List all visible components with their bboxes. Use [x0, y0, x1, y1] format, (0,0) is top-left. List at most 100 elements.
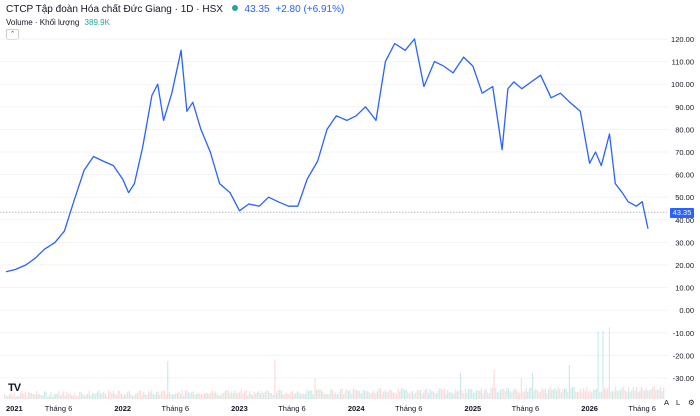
volume-bar	[429, 388, 431, 399]
volume-bar	[282, 394, 284, 399]
volume-bar	[240, 389, 242, 399]
volume-bar	[461, 390, 463, 399]
time-tick-label: 2024	[348, 404, 366, 413]
symbol-title[interactable]: CTCP Tập đoàn Hóa chất Đức Giang · 1D · …	[6, 4, 223, 15]
volume-bar	[426, 388, 428, 399]
volume-bar	[410, 391, 412, 399]
volume-bar	[495, 388, 497, 399]
log-scale-button[interactable]: L	[676, 398, 681, 407]
volume-bar	[284, 394, 286, 399]
volume-bar	[36, 391, 38, 399]
volume-bar	[271, 393, 273, 399]
volume-bar	[388, 391, 390, 399]
volume-bar	[527, 391, 529, 399]
volume-bar	[120, 393, 122, 399]
volume-bar	[581, 392, 583, 399]
volume-bar	[63, 391, 65, 399]
volume-bar	[8, 394, 10, 399]
volume-bar	[484, 389, 486, 399]
price-tick-label: -10.00	[673, 329, 694, 338]
volume-bar	[407, 391, 409, 399]
volume-bar	[632, 386, 634, 399]
volume-bar	[356, 389, 358, 399]
volume-bar	[301, 393, 303, 399]
volume-bar	[359, 390, 361, 399]
tradingview-logo-icon[interactable]: TV	[8, 382, 21, 394]
volume-bar	[533, 391, 535, 399]
volume-bar	[455, 389, 457, 399]
volume-bar	[328, 393, 330, 399]
volume-bar	[261, 390, 263, 399]
volume-bar	[200, 394, 202, 399]
volume-bar	[655, 389, 657, 399]
volume-bar	[528, 388, 530, 399]
price-tick-label: 0.00	[679, 306, 694, 315]
volume-legend[interactable]: Volume · Khối lượng 389.9K	[6, 18, 110, 27]
volume-bar	[90, 395, 92, 399]
volume-bar	[631, 390, 633, 399]
volume-bar	[66, 391, 68, 399]
volume-bar	[610, 391, 612, 399]
volume-bar	[130, 394, 132, 399]
volume-bar	[327, 394, 329, 399]
volume-bar	[404, 389, 406, 399]
price-tick-label: 100.00	[671, 80, 694, 89]
volume-bar	[285, 392, 287, 399]
volume-bar	[344, 390, 346, 399]
auto-scale-button[interactable]: A	[664, 398, 670, 407]
volume-bar	[589, 390, 591, 399]
volume-bar	[34, 394, 36, 399]
volume-bar	[138, 390, 140, 399]
volume-bar	[548, 389, 550, 399]
volume-bar	[300, 393, 302, 399]
volume-bar	[661, 391, 663, 399]
volume-bar	[252, 395, 254, 399]
volume-bar	[391, 390, 393, 399]
volume-bar	[624, 390, 626, 399]
volume-bar	[394, 392, 396, 399]
volume-bar	[653, 386, 655, 399]
volume-bar	[292, 390, 294, 399]
settings-gear-icon[interactable]: ⚙	[688, 398, 695, 407]
volume-bar	[128, 390, 130, 399]
volume-bar	[188, 391, 190, 399]
volume-bar	[173, 394, 175, 399]
volume-bar	[431, 391, 433, 399]
volume-bar	[82, 394, 84, 399]
price-tick-label: 10.00	[675, 284, 694, 293]
volume-bar	[197, 392, 199, 399]
volume-bar	[602, 330, 604, 399]
volume-bar	[402, 388, 404, 399]
volume-bar	[72, 395, 74, 399]
volume-bar	[111, 393, 113, 399]
volume-bar	[637, 391, 639, 399]
volume-bar	[221, 393, 223, 399]
volume-bar	[453, 393, 455, 399]
volume-bar	[276, 392, 278, 399]
volume-bar	[76, 395, 78, 399]
volume-bar	[365, 391, 367, 399]
volume-bar	[224, 390, 226, 399]
volume-bar	[316, 389, 318, 399]
volume-bar	[514, 388, 516, 399]
volume-bar	[584, 391, 586, 399]
volume-bar	[421, 393, 423, 399]
volume-bar	[472, 392, 474, 399]
volume-bar	[106, 395, 108, 399]
volume-bar	[288, 394, 290, 399]
volume-bar	[568, 365, 570, 399]
price-series-line	[5, 38, 649, 273]
volume-bar	[367, 390, 369, 399]
volume-bar	[450, 392, 452, 399]
time-tick-label: Tháng 6	[278, 404, 306, 413]
volume-bar	[314, 378, 316, 399]
volume-bar	[530, 387, 532, 399]
volume-bar	[618, 390, 620, 399]
volume-bar	[16, 396, 18, 399]
volume-bar	[386, 392, 388, 399]
volume-bar	[343, 394, 345, 399]
volume-bar	[535, 388, 537, 399]
volume-bar	[117, 390, 119, 399]
volume-bar	[156, 391, 158, 399]
